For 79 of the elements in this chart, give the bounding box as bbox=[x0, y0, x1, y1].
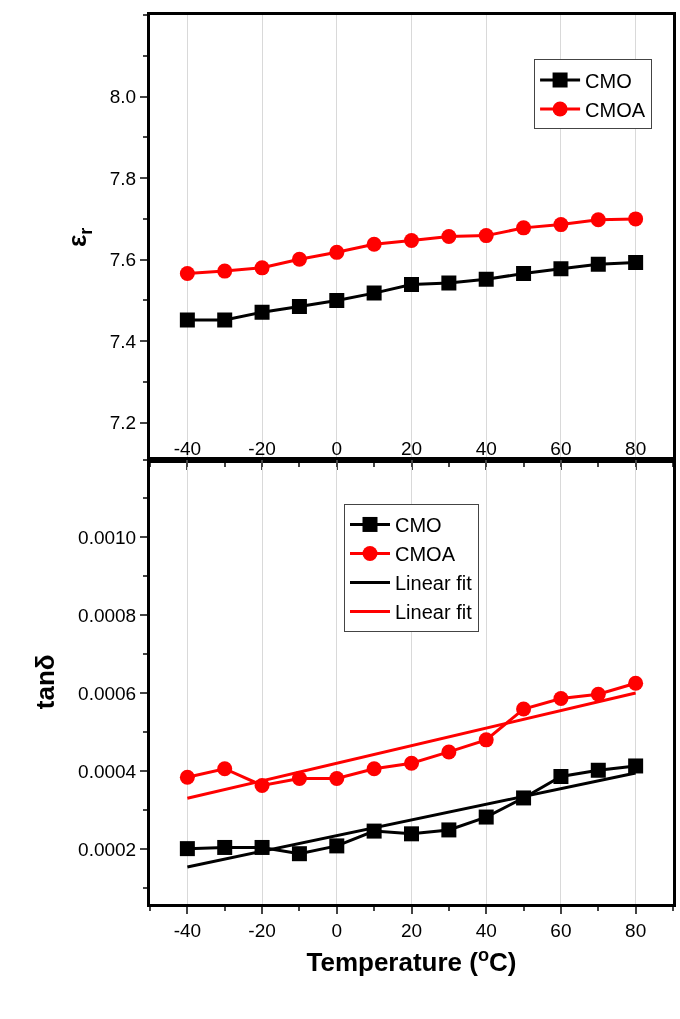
legend-label: Linear fit bbox=[395, 572, 473, 595]
x-axis-title: Temperature ($^{o}$C) bbox=[306, 944, 517, 978]
y-tick-label: 0.0004 bbox=[78, 761, 137, 783]
point bbox=[254, 260, 270, 276]
point bbox=[179, 266, 195, 282]
point bbox=[254, 304, 270, 320]
legend-label: CMOA bbox=[395, 543, 456, 566]
point bbox=[590, 212, 606, 228]
x-tick-label: 80 bbox=[625, 437, 647, 459]
point bbox=[217, 312, 233, 328]
x2-tick-label: -40 bbox=[173, 919, 202, 941]
point bbox=[404, 277, 419, 293]
x2-tick-label: 20 bbox=[400, 919, 423, 941]
x2-tick-label: 0 bbox=[331, 919, 343, 941]
point bbox=[291, 251, 307, 267]
point bbox=[553, 217, 569, 233]
y-tick-label: 0.0010 bbox=[78, 527, 137, 549]
point bbox=[478, 732, 494, 748]
point bbox=[291, 846, 307, 862]
point bbox=[478, 809, 494, 825]
point bbox=[329, 770, 345, 786]
point bbox=[179, 841, 195, 857]
point bbox=[628, 758, 644, 774]
y-tick-label: 7.4 bbox=[109, 330, 137, 352]
point bbox=[179, 312, 195, 328]
point bbox=[478, 228, 494, 244]
point bbox=[366, 761, 382, 777]
point bbox=[590, 762, 606, 778]
x2-tick-label: 60 bbox=[550, 919, 572, 941]
legend-label: CMOA bbox=[585, 98, 646, 121]
point bbox=[404, 826, 419, 842]
point bbox=[441, 822, 457, 838]
x2-tick-label: 80 bbox=[625, 919, 647, 941]
point bbox=[329, 292, 345, 308]
point bbox=[516, 266, 532, 282]
x-tick-label: 0 bbox=[331, 437, 343, 459]
point bbox=[329, 838, 345, 854]
point bbox=[516, 701, 532, 717]
point bbox=[553, 691, 569, 707]
point bbox=[366, 285, 382, 301]
legend-label: CMO bbox=[585, 69, 632, 92]
x-tick-label: -20 bbox=[248, 437, 276, 459]
y-tick-label: 0.0006 bbox=[78, 683, 137, 705]
y-tick-label: 7.2 bbox=[109, 412, 137, 434]
point bbox=[590, 686, 606, 702]
y-tick-label: 0.0008 bbox=[78, 605, 137, 627]
point bbox=[404, 233, 419, 248]
point bbox=[366, 236, 382, 252]
y-tick-label: 7.8 bbox=[109, 167, 137, 189]
point bbox=[516, 220, 532, 236]
point bbox=[404, 755, 419, 771]
point bbox=[179, 769, 195, 785]
point bbox=[553, 261, 569, 277]
x-tick-label: 20 bbox=[400, 437, 423, 459]
point bbox=[628, 211, 644, 227]
x-tick-label: 60 bbox=[550, 437, 572, 459]
y-tick-label: 7.6 bbox=[109, 249, 137, 271]
point bbox=[441, 228, 457, 244]
point bbox=[441, 275, 457, 291]
point bbox=[217, 761, 233, 777]
point bbox=[291, 299, 307, 315]
x-tick-label: -40 bbox=[173, 437, 202, 459]
point bbox=[441, 744, 457, 760]
point bbox=[217, 839, 233, 855]
point bbox=[628, 255, 644, 271]
point bbox=[628, 675, 644, 691]
x-tick-label: 40 bbox=[475, 437, 497, 459]
point bbox=[553, 769, 569, 784]
x2-tick-label: -20 bbox=[248, 919, 276, 941]
y-tick-label: 0.0002 bbox=[78, 839, 137, 861]
point bbox=[329, 244, 345, 260]
point bbox=[590, 256, 606, 272]
y-tick-label: 8.0 bbox=[109, 86, 137, 108]
y-axis-title: tanδ bbox=[30, 654, 61, 710]
x2-tick-label: 40 bbox=[475, 919, 497, 941]
legend-label: CMO bbox=[395, 514, 442, 537]
point bbox=[217, 263, 233, 279]
legend-label: Linear fit bbox=[395, 601, 473, 624]
point bbox=[478, 271, 494, 287]
